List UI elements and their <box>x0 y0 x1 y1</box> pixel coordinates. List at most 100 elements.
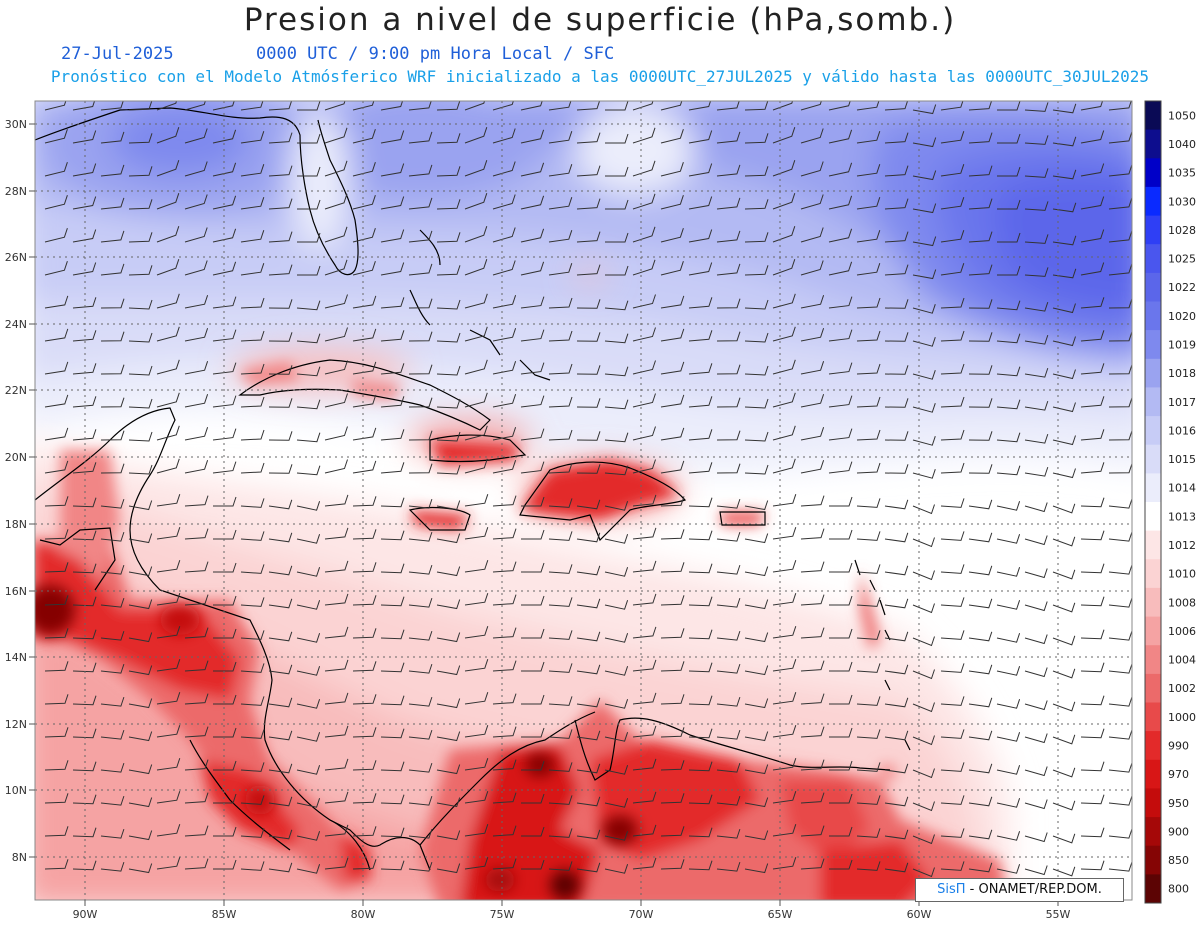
wind-barb <box>520 461 545 474</box>
wind-barb <box>380 462 405 474</box>
wind-barb <box>716 663 741 674</box>
wind-barb <box>800 528 825 540</box>
wind-barb <box>1052 235 1077 246</box>
wind-barb <box>492 101 514 111</box>
wind-barb <box>184 260 208 276</box>
wind-barb <box>800 660 825 672</box>
wind-barb <box>380 130 405 144</box>
wind-barb <box>156 101 178 111</box>
wind-barb <box>408 597 433 608</box>
wind-barb <box>632 294 656 309</box>
wind-barb <box>436 101 461 111</box>
wind-barb <box>492 528 517 540</box>
wind-barb <box>548 729 573 739</box>
wind-barb <box>492 460 517 474</box>
wind-barb <box>1052 435 1076 446</box>
wind-barb <box>72 596 97 607</box>
wind-barb <box>492 660 517 672</box>
wind-barb <box>436 398 461 409</box>
wind-barb <box>72 695 97 706</box>
wind-barb <box>352 228 376 243</box>
wind-barb <box>605 199 629 210</box>
wind-barb <box>72 860 97 871</box>
wind-barb <box>1024 433 1049 444</box>
wind-barb <box>380 794 405 805</box>
wind-barb <box>44 295 69 309</box>
lat-label: 22N <box>5 384 27 397</box>
wind-barb <box>940 531 965 541</box>
wind-barb <box>968 431 993 441</box>
wind-barb <box>716 298 741 309</box>
wind-barb <box>828 162 853 177</box>
wind-barb <box>772 560 797 573</box>
wind-barb <box>1108 364 1132 375</box>
wind-barb <box>380 297 405 309</box>
wind-barb <box>940 663 965 673</box>
wind-barb <box>829 496 853 507</box>
wind-barb <box>156 160 180 177</box>
lon-label: 65W <box>768 908 793 921</box>
wind-barb <box>128 398 153 409</box>
wind-barb <box>1024 832 1048 843</box>
wind-barb <box>521 496 545 507</box>
wind-barb <box>324 101 346 111</box>
wind-barb <box>1024 733 1048 744</box>
wind-barb <box>968 132 993 144</box>
wind-barb <box>324 626 349 639</box>
wind-barb <box>156 527 181 540</box>
wind-barb <box>884 565 909 576</box>
wind-barb <box>716 597 741 608</box>
wind-barb <box>464 527 489 540</box>
wind-barb <box>744 101 769 111</box>
colorbar-label: 1020 <box>1168 310 1196 323</box>
wind-barb <box>744 599 769 610</box>
wind-barb <box>660 694 685 705</box>
wind-barb <box>605 265 629 276</box>
wind-barb <box>1024 601 1048 612</box>
wind-barb <box>1108 230 1132 243</box>
wind-barb <box>380 429 405 441</box>
wind-barb <box>352 859 377 870</box>
wind-barb <box>997 101 1021 111</box>
wind-barb <box>324 294 348 309</box>
wind-barb <box>464 857 489 870</box>
colorbar-swatch <box>1145 645 1161 675</box>
wind-barb <box>1024 634 1048 645</box>
wind-barb <box>268 796 293 807</box>
wind-barb <box>380 396 405 408</box>
wind-barb <box>1108 164 1132 177</box>
wind-barb <box>100 597 125 608</box>
wind-barb <box>240 230 265 243</box>
wind-barb <box>213 661 237 672</box>
wind-barb <box>72 363 97 375</box>
wind-barb <box>1080 229 1105 243</box>
wind-barb <box>829 529 853 540</box>
wind-barb <box>184 361 209 375</box>
wind-barb <box>213 562 237 573</box>
colorbar-swatch <box>1145 502 1161 532</box>
wind-barb <box>688 429 713 441</box>
wind-barb <box>128 101 153 111</box>
wind-barb <box>940 762 965 772</box>
wind-barb <box>1108 564 1132 575</box>
wind-barb <box>268 332 293 342</box>
wind-barb <box>408 101 432 111</box>
wind-barb <box>324 327 348 342</box>
wind-barb <box>324 560 349 573</box>
wind-barb <box>268 664 293 675</box>
wind-barb <box>576 829 601 840</box>
wind-barb <box>1080 163 1105 177</box>
wind-barb <box>436 533 461 544</box>
wind-barb <box>268 101 293 111</box>
wind-barb <box>436 764 461 775</box>
wind-barb <box>324 824 349 837</box>
wind-barb <box>352 261 376 276</box>
wind-barb <box>408 531 433 542</box>
wind-barb <box>744 863 769 874</box>
wind-barb <box>800 161 824 177</box>
wind-barb <box>1052 169 1077 180</box>
wind-barb <box>156 259 180 276</box>
wind-barb <box>828 329 853 342</box>
wind-barb <box>72 429 97 441</box>
wind-barb <box>744 133 769 144</box>
